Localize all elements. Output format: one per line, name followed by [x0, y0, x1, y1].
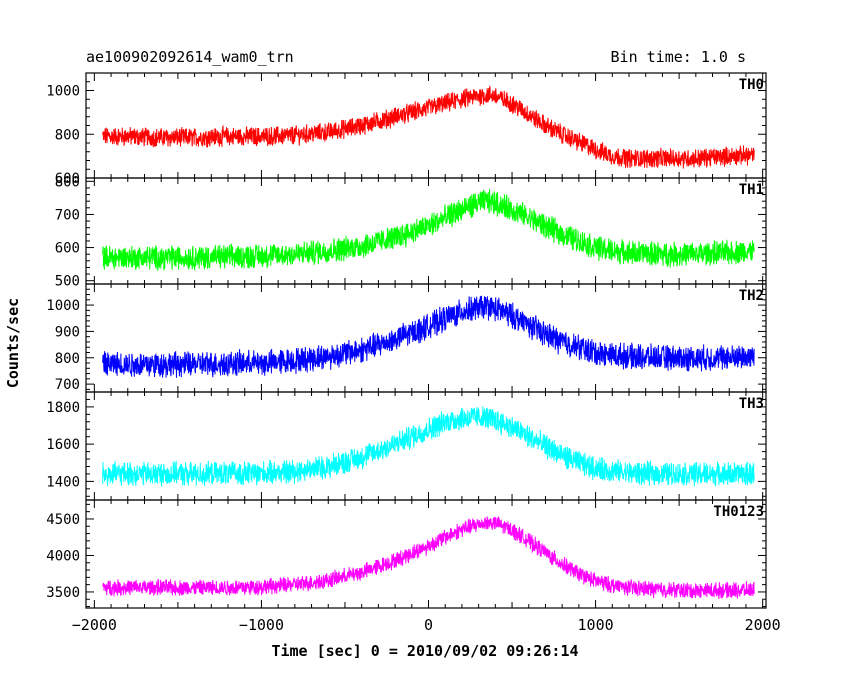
x-tick-label: −1000 — [239, 616, 284, 634]
series-label-th0123: TH0123 — [713, 504, 764, 520]
y-tick-label-th1: 700 — [55, 207, 80, 223]
y-tick-label-th1: 500 — [55, 274, 80, 290]
y-tick-label-th2: 700 — [55, 377, 80, 393]
x-tick-label: −2000 — [72, 616, 117, 634]
series-trace-th0123 — [102, 516, 755, 600]
y-tick-label-th1: 800 — [55, 174, 80, 190]
y-axis-label: Counts/sec — [4, 298, 22, 388]
y-tick-label-th3: 1400 — [46, 474, 80, 490]
series-label-th3: TH3 — [739, 396, 764, 412]
series-trace-th2 — [102, 295, 755, 378]
x-axis-label: Time [sec] 0 = 2010/09/02 09:26:14 — [271, 642, 578, 660]
y-tick-label-th2: 800 — [55, 351, 80, 367]
series-label-th2: TH2 — [739, 288, 764, 304]
y-tick-label-th2: 900 — [55, 324, 80, 340]
labels-layer: TH06008001000TH1500600700800TH2700800900… — [46, 77, 780, 634]
panel-frame-th0123 — [85, 499, 767, 609]
y-tick-label-th2: 1000 — [46, 298, 80, 314]
series-trace-th0 — [102, 85, 755, 169]
series-label-th1: TH1 — [739, 182, 764, 198]
y-tick-label-th0123: 4500 — [46, 512, 80, 528]
x-tick-label: 2000 — [745, 616, 781, 634]
y-tick-label-th0123: 4000 — [46, 548, 80, 564]
y-tick-label-th0123: 3500 — [46, 585, 80, 601]
series-label-th0: TH0 — [739, 77, 764, 93]
y-tick-label-th0: 800 — [55, 127, 80, 143]
bin-time-label: Bin time: 1.0 s — [611, 48, 746, 66]
series-trace-th1 — [102, 189, 755, 271]
frames-layer — [85, 72, 767, 609]
panel-frame-th2 — [85, 283, 767, 393]
ticks-layer — [86, 72, 766, 608]
x-tick-label: 0 — [424, 616, 433, 634]
chart-title: ae100902092614_wam0_trn — [86, 48, 294, 66]
y-tick-label-th1: 600 — [55, 241, 80, 257]
y-tick-label-th3: 1600 — [46, 437, 80, 453]
y-tick-label-th0: 600 — [55, 171, 80, 187]
series-trace-th3 — [102, 406, 755, 487]
x-tick-label: 1000 — [578, 616, 614, 634]
y-tick-label-th3: 1800 — [46, 400, 80, 416]
y-tick-label-th0: 1000 — [46, 84, 80, 100]
traces-layer — [102, 85, 755, 600]
